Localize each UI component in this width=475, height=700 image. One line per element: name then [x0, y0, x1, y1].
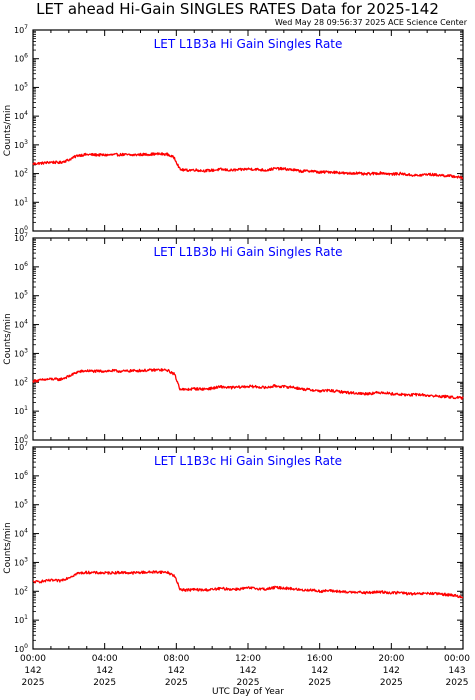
x-tick-label-day: 142 [168, 666, 185, 676]
y-tick-label: 103 [14, 347, 28, 358]
y-tick-label: 107 [14, 441, 28, 452]
y-tick-label: 105 [14, 499, 28, 510]
generation-timestamp: Wed May 28 09:56:37 2025 ACE Science Cen… [274, 18, 467, 27]
x-tick-label-time: 00:00 [444, 654, 470, 664]
y-tick-label: 103 [14, 139, 28, 150]
y-tick-label: 102 [14, 585, 28, 596]
plot-frame [32, 237, 464, 441]
y-tick-label: 107 [14, 232, 28, 243]
x-tick-label-day: 142 [24, 666, 41, 676]
y-tick-label: 106 [14, 470, 28, 481]
x-tick-label-day: 142 [239, 666, 256, 676]
y-axis-label: Counts/min [3, 105, 13, 156]
y-tick-label: 105 [14, 290, 28, 301]
x-tick-label-year: 2025 [308, 678, 331, 688]
y-tick-label: 100 [14, 434, 28, 445]
y-tick-label: 102 [14, 376, 28, 387]
x-tick-label-time: 04:00 [92, 654, 118, 664]
x-tick-label-time: 12:00 [235, 654, 261, 664]
x-tick-label-day: 142 [96, 666, 113, 676]
x-tick-label-year: 2025 [380, 678, 403, 688]
y-tick-label: 106 [14, 261, 28, 272]
y-tick-label: 101 [14, 196, 28, 207]
x-tick-label-year: 2025 [165, 678, 188, 688]
panel-title: LET L1B3a Hi Gain Singles Rate [154, 37, 343, 51]
y-tick-label: 102 [14, 168, 28, 179]
y-tick-label: 100 [14, 643, 28, 654]
x-tick-label-year: 2025 [93, 678, 116, 688]
y-tick-label: 103 [14, 556, 28, 567]
y-tick-label: 104 [14, 528, 28, 539]
x-tick-label-day: 142 [311, 666, 328, 676]
x-tick-label-time: 16:00 [307, 654, 333, 664]
x-axis-label: UTC Day of Year [212, 687, 284, 697]
y-axis-label: Counts/min [3, 522, 13, 573]
chart-main-title: LET ahead Hi-Gain SINGLES RATES Data for… [36, 0, 439, 18]
x-tick-label-time: 08:00 [163, 654, 189, 664]
x-tick-label-time: 20:00 [378, 654, 404, 664]
series-line [32, 570, 464, 599]
series-line [32, 368, 464, 400]
y-tick-label: 100 [14, 225, 28, 236]
y-tick-label: 101 [14, 614, 28, 625]
plot-frame [32, 29, 464, 232]
x-tick-label-day: 142 [383, 666, 400, 676]
x-tick-label-year: 2025 [237, 678, 260, 688]
y-tick-label: 106 [14, 53, 28, 64]
panel-title: LET L1B3b Hi Gain Singles Rate [153, 245, 342, 259]
plot-frame [32, 446, 464, 650]
series-line [32, 152, 464, 180]
panel-title: LET L1B3c Hi Gain Singles Rate [154, 454, 342, 468]
x-tick-label-time: 00:00 [20, 654, 46, 664]
y-tick-label: 101 [14, 405, 28, 416]
x-tick-label-year: 2025 [446, 678, 469, 688]
y-tick-label: 104 [14, 319, 28, 330]
y-tick-label: 104 [14, 110, 28, 121]
y-tick-label: 105 [14, 81, 28, 92]
x-tick-label-year: 2025 [22, 678, 45, 688]
x-tick-label-day: 143 [448, 666, 465, 676]
y-tick-label: 107 [14, 24, 28, 35]
y-axis-label: Counts/min [3, 313, 13, 364]
